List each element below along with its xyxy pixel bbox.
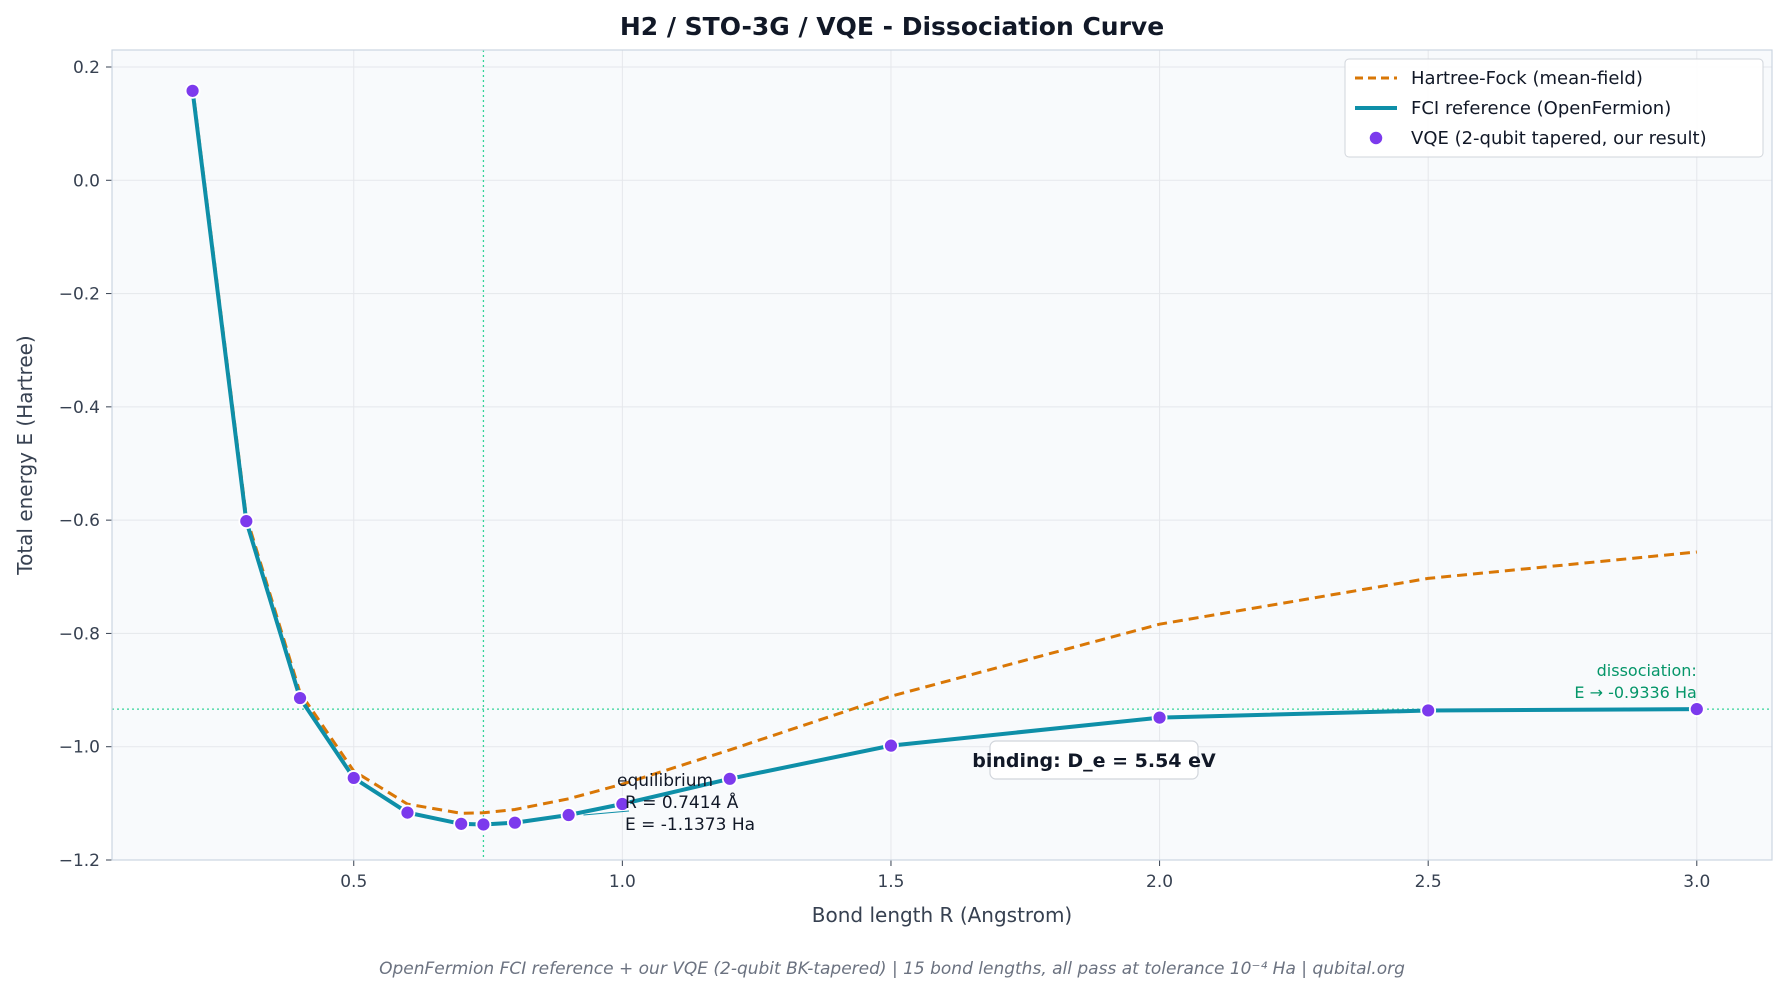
vqe-point	[1688, 701, 1705, 718]
equilibrium-annotation: equilibrium	[617, 771, 713, 791]
plot-frame	[111, 49, 1773, 861]
chart-title: H2 / STO-3G / VQE - Dissociation Curve	[620, 12, 1164, 41]
equilibrium-annotation: E = -1.1373 Ha	[625, 815, 755, 835]
y-axis-label: Total energy E (Hartree)	[13, 335, 37, 575]
x-axis-label: Bond length R (Angstrom)	[812, 903, 1072, 927]
vqe-point	[292, 690, 308, 706]
y-tick-label: −0.8	[59, 624, 100, 644]
vqe-point	[1420, 702, 1437, 719]
vqe-markers	[184, 82, 1705, 833]
vqe-point	[721, 770, 738, 787]
dissociation-annotation: dissociation:	[1597, 661, 1697, 680]
binding-box	[989, 740, 1199, 780]
vqe-point	[883, 737, 899, 754]
x-tick-label: 0.5	[340, 872, 367, 892]
footer-caption: OpenFermion FCI reference + our VQE (2-q…	[379, 959, 1405, 979]
binding-annotation: binding: D_e = 5.54 eV	[972, 750, 1216, 772]
vqe-point	[453, 815, 470, 832]
y-tick-label: −1.0	[59, 738, 100, 758]
vqe-point	[560, 807, 577, 823]
legend-label: FCI reference (OpenFermion)	[1411, 98, 1671, 119]
y-tick-label: 0.0	[73, 171, 100, 191]
x-tick-label: 3.0	[1683, 872, 1710, 892]
vqe-point	[475, 816, 492, 833]
y-tick-label: −0.2	[59, 285, 100, 305]
equilibrium-annotation: R = 0.7414 Å	[625, 791, 739, 813]
axes: 0.5 1.0 1.5 2.0 2.5 3.0 0.2 0.0 −0.2 −0.4 −0.6 −0.8…	[59, 49, 1773, 892]
vqe-point	[1151, 709, 1168, 726]
hartree-fock-line	[191, 87, 1697, 815]
y-tick-label: −0.4	[59, 398, 100, 418]
y-tick-label: 0.2	[73, 58, 100, 78]
vqe-point	[614, 796, 631, 812]
vqe-point	[399, 804, 416, 821]
x-tick-label: 2.0	[1146, 872, 1173, 892]
equilibrium-pointer	[583, 810, 630, 816]
y-tick-label: −1.2	[59, 851, 100, 871]
legend-swatch-vqe	[1368, 130, 1384, 146]
legend-box	[1344, 58, 1764, 158]
legend-label: Hartree-Fock (mean-field)	[1411, 68, 1643, 89]
x-tick-label: 1.0	[609, 872, 636, 892]
x-tick-label: 1.5	[877, 872, 904, 892]
reference-lines	[112, 50, 1772, 860]
x-tick-label: 2.5	[1415, 872, 1442, 892]
vqe-point	[184, 82, 201, 99]
plot-area	[112, 50, 1772, 860]
vqe-point	[238, 513, 255, 530]
legend: Hartree-Fock (mean-field) FCI reference (…	[1344, 58, 1764, 158]
legend-label: VQE (2-qubit tapered, our result)	[1411, 128, 1707, 149]
y-tick-label: −0.6	[59, 511, 100, 531]
dissociation-annotation: E → -0.9336 Ha	[1574, 683, 1696, 702]
vqe-point	[345, 770, 362, 786]
vqe-point	[507, 814, 523, 831]
